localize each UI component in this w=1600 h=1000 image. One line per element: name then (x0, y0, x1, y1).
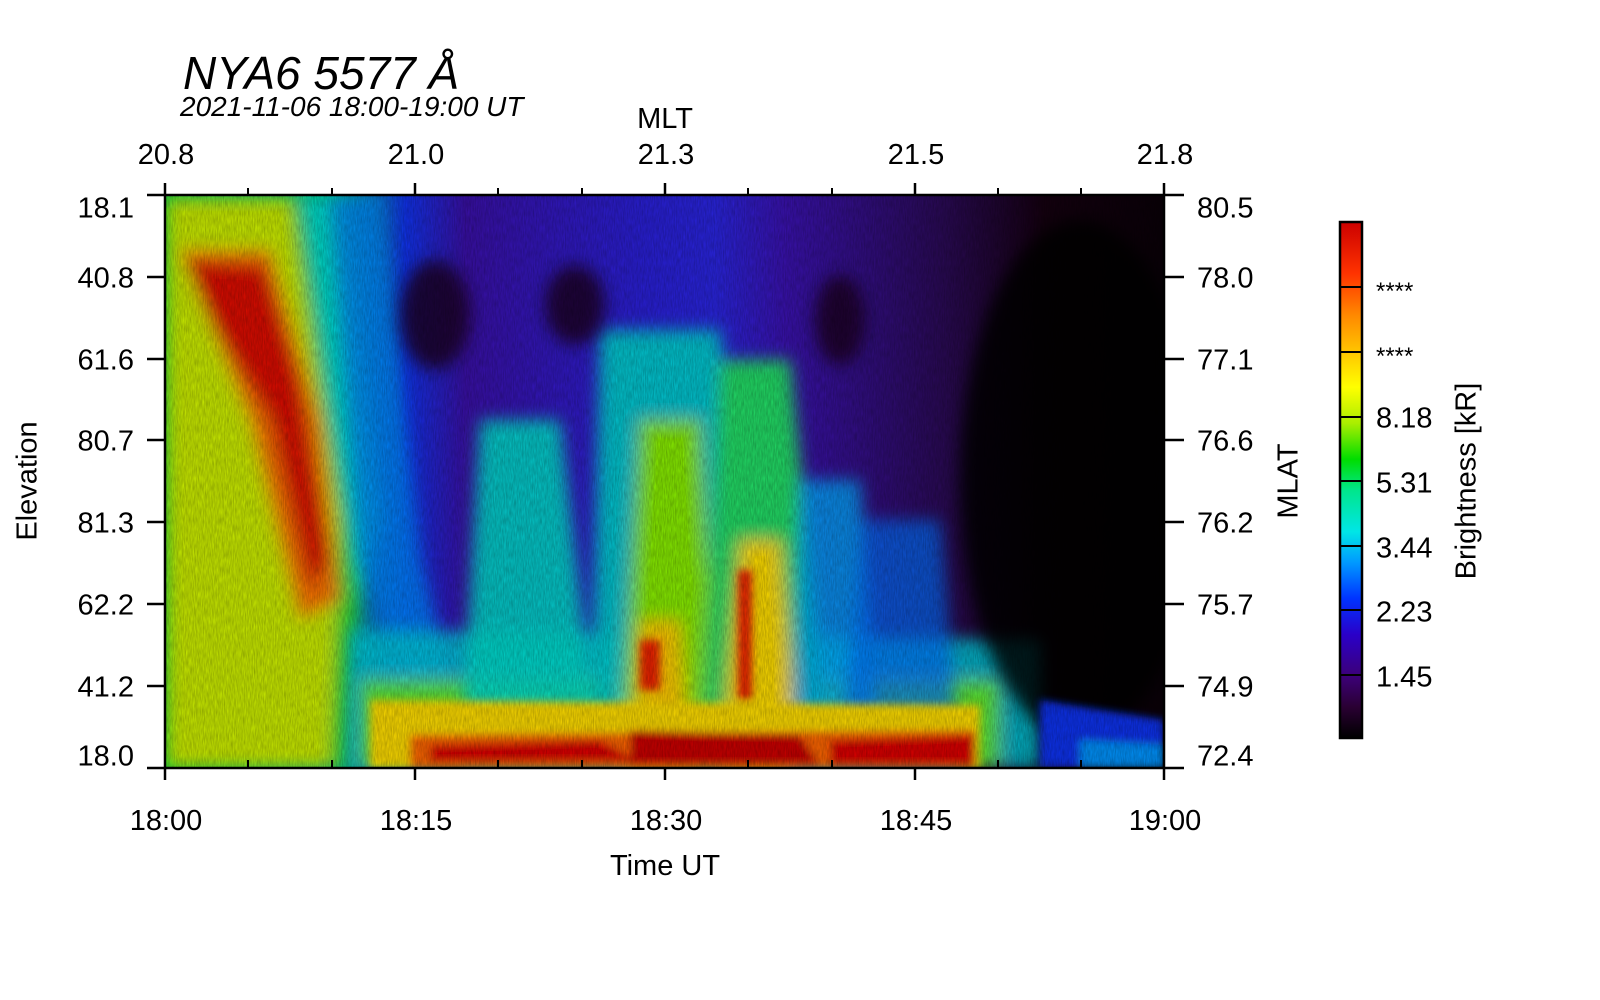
mlat-tick-label: 77.1 (1197, 344, 1254, 377)
chart-subtitle: 2021-11-06 18:00-19:00 UT (180, 91, 524, 122)
mlat-tick-label: 76.6 (1197, 425, 1254, 458)
right-axis-label: MLAT (1272, 443, 1305, 519)
colorbar-tick-label: 5.31 (1376, 467, 1433, 500)
colorbar-label: Brightness [kR] (1450, 382, 1483, 580)
mlat-tick-label: 74.9 (1197, 671, 1254, 704)
top-axis-label: MLT (637, 103, 693, 135)
colorbar-tick-label: **** (1376, 342, 1414, 370)
elevation-tick-label: 41.2 (77, 671, 134, 704)
y-axis-ticks (147, 193, 1184, 770)
time-tick-label: 18:15 (379, 805, 453, 837)
colorbar-tick-label: 3.44 (1376, 532, 1433, 565)
x-axis-label: Time UT (609, 850, 721, 882)
mlat-tick-label: 76.2 (1197, 507, 1254, 540)
mlt-tick-label: 20.8 (137, 139, 195, 171)
mlat-tick-label: 78.0 (1197, 262, 1254, 295)
elevation-tick-label: 62.2 (77, 589, 134, 622)
time-tick-label: 18:30 (629, 805, 703, 837)
colorbar-tick-label: 2.23 (1376, 596, 1433, 629)
elevation-tick-label: 80.7 (77, 425, 134, 458)
elevation-tick-label: 61.6 (77, 344, 134, 377)
x-axis-ticks (163, 183, 1166, 780)
heatmap-image (166, 196, 1164, 768)
mlt-tick-label: 21.5 (887, 139, 945, 171)
x-axis-minor-ticks (247, 188, 1082, 768)
mlt-tick-label: 21.0 (387, 139, 445, 171)
mlat-tick-label: 80.5 (1197, 192, 1254, 225)
time-tick-label: 19:00 (1128, 805, 1202, 837)
chart-title: NYA6 5577 Å (183, 47, 460, 99)
y-axis-label: Elevation (11, 421, 44, 541)
colorbar-tick-label: **** (1376, 277, 1414, 305)
colorbar-tick-label: 1.45 (1376, 661, 1433, 694)
colorbar-ticks (1340, 286, 1362, 676)
elevation-tick-label: 18.1 (77, 192, 134, 225)
mlt-tick-label: 21.8 (1136, 139, 1194, 171)
elevation-tick-label: 40.8 (77, 262, 134, 295)
elevation-tick-label: 81.3 (77, 507, 134, 540)
colorbar-tick-label: 8.18 (1376, 402, 1433, 435)
time-tick-label: 18:00 (129, 805, 203, 837)
mlat-tick-label: 72.4 (1197, 740, 1254, 773)
mlat-tick-label: 75.7 (1197, 589, 1254, 622)
mlt-tick-label: 21.3 (637, 139, 695, 171)
elevation-tick-label: 18.0 (77, 740, 134, 773)
time-tick-label: 18:45 (879, 805, 953, 837)
